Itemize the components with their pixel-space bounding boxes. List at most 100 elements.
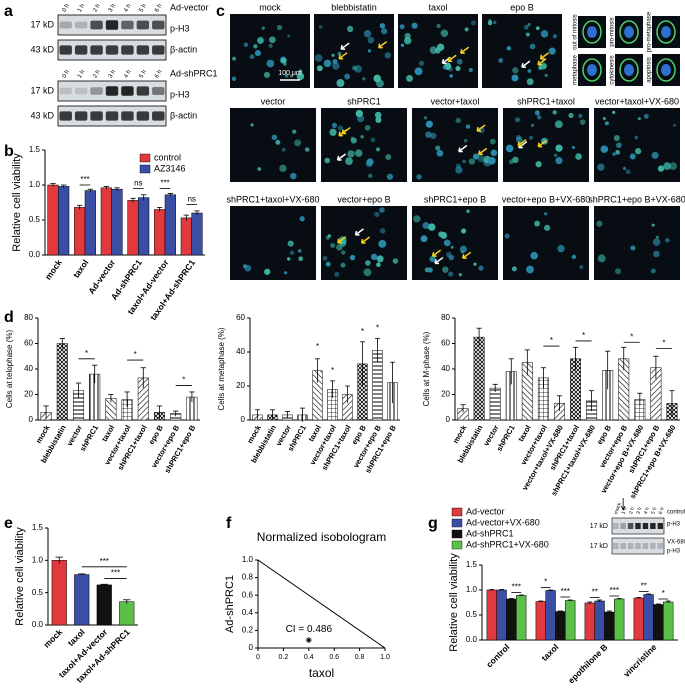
bar [74, 574, 90, 626]
cell-nucleus [438, 231, 445, 238]
blot-band [613, 523, 619, 529]
cell-nucleus [365, 159, 373, 168]
cell-nucleus [555, 157, 563, 165]
cell-nucleus [384, 52, 391, 59]
cell-nucleus [657, 165, 665, 172]
x-tick-label: mock [41, 627, 64, 650]
cell-nucleus [575, 153, 582, 160]
cell-nucleus [488, 19, 492, 23]
bar [555, 611, 566, 641]
arrow [340, 42, 350, 50]
lane-label: 6 h [658, 506, 666, 515]
cell-nucleus [298, 256, 303, 262]
x-tick-label: control [484, 642, 511, 669]
cell-nucleus [535, 161, 542, 168]
y-tick-label: 0.5 [32, 588, 44, 597]
cell-nucleus [579, 119, 586, 125]
y-tick-label: 20 [441, 390, 450, 399]
y-tick-label: 0.4 [242, 608, 254, 617]
y-tick-label: 1.5 [29, 145, 41, 154]
lane-label: 5 h [650, 506, 658, 515]
cell-nucleus [420, 235, 428, 243]
cell-nucleus [362, 77, 366, 81]
inset-nucleus [661, 64, 671, 76]
blot-band [59, 45, 72, 55]
bar [119, 601, 135, 626]
lane-label: 3 h [635, 506, 643, 515]
cell-nucleus [651, 151, 659, 159]
cell-nucleus [435, 145, 441, 151]
cell-nucleus [378, 239, 387, 248]
significance-label: * [662, 339, 665, 348]
blot-band [152, 87, 165, 95]
cell-nucleus [367, 49, 371, 53]
x-tick-label: taxol [71, 258, 91, 280]
cell-nucleus [635, 148, 642, 155]
y-axis-label: Relative cell viability [14, 527, 26, 626]
arrow [537, 58, 547, 66]
cell-nucleus [298, 69, 303, 74]
cell-nucleus [458, 272, 463, 277]
cell-nucleus [350, 137, 357, 144]
cell-nucleus [242, 264, 248, 269]
cell-nucleus [266, 59, 275, 68]
cell-nucleus [466, 209, 470, 214]
cell-nucleus [436, 24, 441, 29]
bar [164, 194, 176, 256]
arrow [521, 60, 531, 68]
legend-swatch [451, 507, 463, 517]
significance-label: * [662, 589, 665, 598]
blot-band [105, 86, 119, 96]
panel-label: d [4, 309, 14, 326]
blot-band [105, 45, 119, 55]
cell-nucleus [538, 65, 543, 70]
lane-label: 5 h [139, 3, 148, 13]
cell-nucleus [425, 131, 432, 138]
significance-label: * [550, 336, 553, 345]
cell-nucleus [268, 36, 276, 44]
cell-nucleus [579, 265, 584, 270]
cell-nucleus [622, 166, 627, 170]
cell-nucleus [471, 20, 477, 26]
significance-label: * [582, 331, 585, 340]
cell-nucleus [339, 239, 347, 247]
bar [100, 187, 112, 256]
arrow [360, 236, 371, 244]
x-tick-label: 0 [256, 654, 260, 661]
cell-nucleus [554, 153, 558, 157]
cell-nucleus [271, 134, 278, 141]
y-tick-label: 60 [441, 339, 450, 348]
cell-nucleus [473, 262, 477, 266]
y-tick-label: 0 [241, 415, 246, 424]
panel-label: a [4, 3, 13, 20]
blot-band [152, 111, 165, 121]
blot-name: Ad-vector [170, 2, 209, 12]
inset-cell [656, 20, 676, 44]
inset-cell [582, 58, 602, 82]
cell-nucleus [365, 260, 371, 266]
cell-nucleus [555, 144, 563, 152]
cell-nucleus [429, 46, 438, 55]
cell-nucleus [552, 34, 557, 39]
time-arrow [620, 498, 626, 511]
cell-nucleus [281, 147, 286, 152]
cell-nucleus [264, 268, 271, 275]
cell-nucleus [493, 20, 497, 25]
group-label: control [667, 510, 685, 516]
panel-title: vector+epo B+VX-680 [502, 194, 591, 204]
y-tick-label: 60 [236, 313, 245, 322]
cell-nucleus [279, 164, 287, 172]
cell-nucleus [334, 271, 340, 277]
panel-title: vector [261, 96, 286, 106]
lane-label: 2 h [628, 506, 636, 515]
cell-nucleus [629, 153, 636, 160]
blot-band [635, 523, 641, 529]
y-tick-label: 0.5 [466, 610, 478, 619]
cell-nucleus [376, 255, 384, 263]
cell-nucleus [515, 117, 521, 123]
legend-label: control [154, 152, 181, 162]
ci-point [305, 637, 312, 644]
significance-label: *** [111, 569, 120, 578]
panel-label: g [428, 515, 438, 532]
cell-nucleus [345, 157, 353, 165]
